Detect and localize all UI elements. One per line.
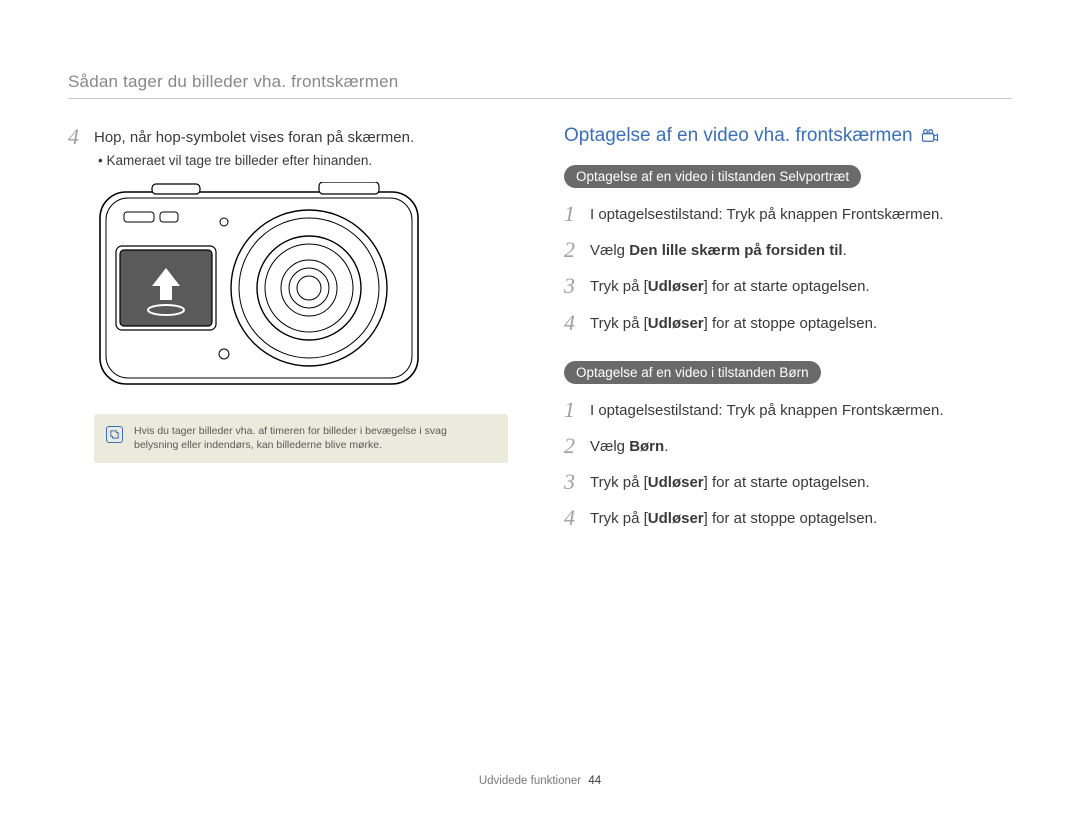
step-text: Vælg Børn. [590,434,668,457]
note-box: Hvis du tager billeder vha. af timeren f… [94,414,508,462]
step-row: 1 I optagelsestilstand: Tryk på knappen … [564,202,1012,226]
right-column: Optagelse af en video vha. frontskærmen … [564,125,1012,557]
step-text: Tryk på [Udløser] for at stoppe optagels… [590,506,877,529]
step-number: 1 [564,398,582,422]
page-header: Sådan tager du billeder vha. frontskærme… [68,72,1012,99]
step-number: 1 [564,202,582,226]
note-icon [106,426,123,443]
steps-list-2: 1 I optagelsestilstand: Tryk på knappen … [564,398,1012,531]
step-number: 3 [564,274,582,298]
step-row: 1 I optagelsestilstand: Tryk på knappen … [564,398,1012,422]
page-number: 44 [588,775,601,787]
step-text: I optagelsestilstand: Tryk på knappen Fr… [590,398,944,421]
step-row: 4 Tryk på [Udløser] for at stoppe optage… [564,311,1012,335]
step-row: 2 Vælg Den lille skærm på forsiden til. [564,238,1012,262]
steps-list-1: 1 I optagelsestilstand: Tryk på knappen … [564,202,1012,335]
step-text: Tryk på [Udløser] for at starte optagels… [590,274,870,297]
sub-heading-pill: Optagelse af en video i tilstanden Selvp… [564,165,861,188]
step-row: 2 Vælg Børn. [564,434,1012,458]
step-text: Tryk på [Udløser] for at starte optagels… [590,470,870,493]
note-text: Hvis du tager billeder vha. af timeren f… [134,425,447,451]
video-mode-icon [921,129,939,143]
step-row: 4 Hop, når hop-symbolet vises foran på s… [68,125,516,149]
step-number: 2 [564,434,582,458]
step-number: 4 [564,506,582,530]
sub-heading-pill: Optagelse af en video i tilstanden Børn [564,361,821,384]
page-footer: Udvidede funktioner 44 [0,775,1080,787]
step-text: I optagelsestilstand: Tryk på knappen Fr… [590,202,944,225]
step-number: 3 [564,470,582,494]
step-number: 4 [68,125,86,149]
step-number: 2 [564,238,582,262]
step-text: Tryk på [Udløser] for at stoppe optagels… [590,311,877,334]
sub-bullet: Kameraet vil tage tre billeder efter hin… [98,153,516,168]
section-title-text: Optagelse af en video vha. frontskærmen [564,125,913,147]
section-title: Optagelse af en video vha. frontskærmen [564,125,1012,147]
left-column: 4 Hop, når hop-symbolet vises foran på s… [68,125,516,557]
step-text: Hop, når hop-symbolet vises foran på skæ… [94,125,414,148]
footer-label: Udvidede funktioner [479,775,581,787]
step-row: 3 Tryk på [Udløser] for at starte optage… [564,470,1012,494]
step-number: 4 [564,311,582,335]
step-row: 3 Tryk på [Udløser] for at starte optage… [564,274,1012,298]
step-row: 4 Tryk på [Udløser] for at stoppe optage… [564,506,1012,530]
step-text: Vælg Den lille skærm på forsiden til. [590,238,847,261]
camera-illustration [94,182,424,392]
